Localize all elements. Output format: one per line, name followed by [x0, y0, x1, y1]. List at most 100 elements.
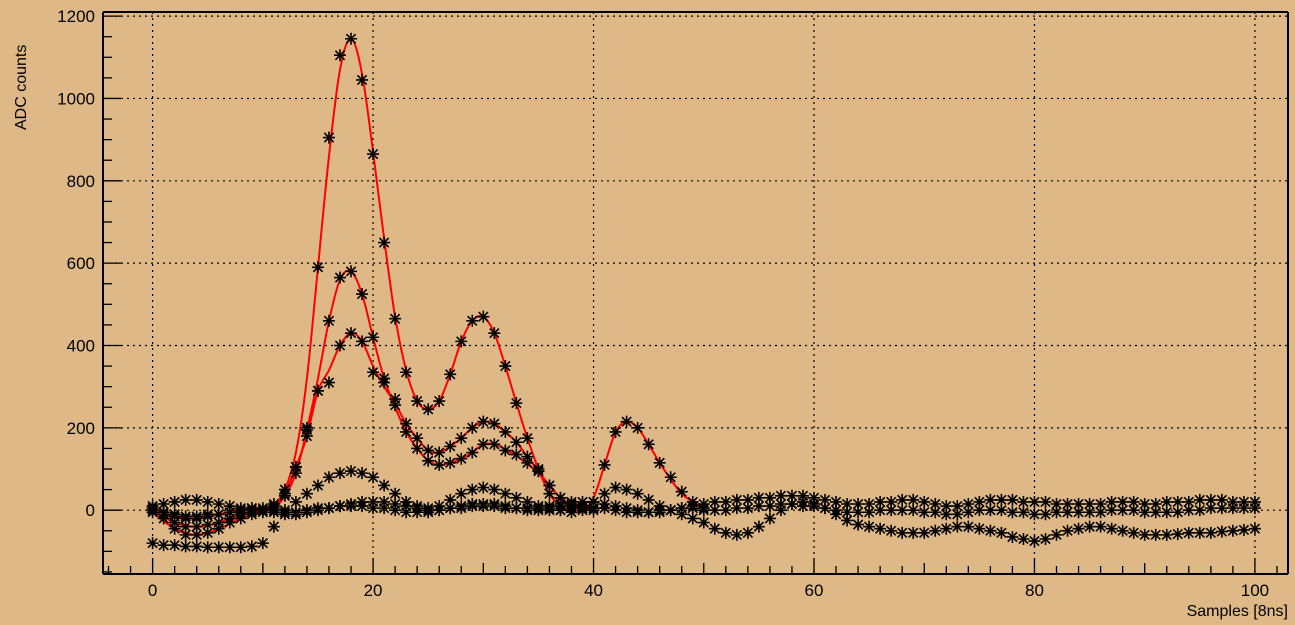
data-point — [444, 368, 457, 381]
data-point — [499, 487, 512, 500]
data-point — [543, 487, 556, 500]
data-point — [962, 520, 975, 533]
data-point — [785, 498, 798, 511]
data-point — [929, 506, 942, 519]
data-point — [1006, 530, 1019, 543]
data-point — [356, 288, 369, 301]
data-point — [267, 498, 280, 511]
data-point — [808, 491, 820, 504]
data-point — [819, 493, 832, 506]
data-point — [730, 528, 743, 541]
data-point — [477, 438, 490, 451]
data-point — [179, 520, 192, 533]
data-point — [356, 500, 369, 513]
data-point — [289, 495, 302, 508]
data-point — [1017, 495, 1030, 508]
data-point — [455, 452, 468, 465]
y-tick-label: 1000 — [57, 89, 95, 108]
data-point — [433, 446, 446, 459]
data-point — [1171, 506, 1184, 519]
data-point — [444, 493, 457, 506]
data-point — [697, 516, 710, 529]
data-point — [1193, 504, 1206, 517]
data-point — [488, 417, 501, 430]
data-point — [951, 520, 964, 533]
data-point — [499, 502, 512, 515]
data-point — [929, 498, 942, 511]
data-point — [521, 495, 534, 508]
data-point — [675, 502, 688, 515]
data-point — [322, 376, 335, 389]
data-point — [951, 508, 964, 521]
data-point — [907, 493, 920, 506]
data-point — [322, 314, 335, 327]
data-point — [1050, 528, 1063, 541]
y-tick-label: 200 — [67, 419, 95, 438]
data-point — [1028, 508, 1041, 521]
data-point — [565, 502, 578, 515]
data-point — [1193, 526, 1206, 539]
data-point — [367, 495, 380, 508]
data-point — [1116, 495, 1129, 508]
data-point — [146, 537, 159, 550]
data-point — [466, 446, 479, 459]
data-point — [940, 508, 953, 521]
data-point — [730, 502, 743, 515]
data-point — [1072, 506, 1085, 519]
data-point — [631, 421, 644, 434]
data-point — [973, 495, 986, 508]
data-point — [885, 504, 898, 517]
data-point — [367, 366, 380, 379]
data-point — [521, 432, 534, 445]
data-point — [1248, 502, 1261, 515]
data-point — [631, 487, 644, 500]
data-point — [896, 526, 909, 539]
data-point — [510, 448, 523, 461]
data-point — [455, 335, 468, 348]
data-point — [300, 487, 313, 500]
data-point — [455, 487, 468, 500]
data-point — [962, 498, 975, 511]
data-point — [179, 540, 192, 553]
data-point — [1182, 504, 1195, 517]
data-point — [1215, 493, 1228, 506]
data-point — [841, 506, 854, 519]
data-point — [411, 395, 424, 408]
data-point — [929, 524, 942, 537]
data-point — [444, 502, 457, 515]
data-point — [1127, 526, 1140, 539]
data-point — [543, 504, 556, 517]
data-point — [1028, 535, 1041, 548]
data-point — [378, 495, 391, 508]
data-point — [411, 506, 424, 519]
data-point — [708, 495, 721, 508]
data-point — [466, 500, 479, 513]
data-point — [819, 502, 832, 515]
data-point — [322, 471, 335, 484]
data-point — [951, 500, 964, 513]
data-point — [653, 504, 666, 517]
data-point — [1028, 495, 1041, 508]
data-point — [642, 506, 655, 519]
data-point — [190, 493, 203, 506]
data-point — [1072, 498, 1085, 511]
data-point — [1017, 506, 1030, 519]
data-point — [752, 491, 765, 504]
data-point — [874, 522, 887, 535]
data-point — [389, 487, 402, 500]
data-point — [1182, 526, 1195, 539]
data-point — [433, 458, 446, 471]
data-point — [367, 331, 380, 344]
data-point — [289, 506, 302, 519]
data-point — [587, 495, 600, 508]
data-point — [708, 504, 721, 517]
data-point — [477, 415, 490, 428]
data-point — [587, 502, 600, 515]
data-point — [554, 498, 567, 511]
data-point — [466, 421, 479, 434]
data-point — [477, 500, 490, 513]
data-point — [1237, 495, 1250, 508]
data-point — [686, 512, 699, 525]
data-point — [466, 483, 479, 496]
